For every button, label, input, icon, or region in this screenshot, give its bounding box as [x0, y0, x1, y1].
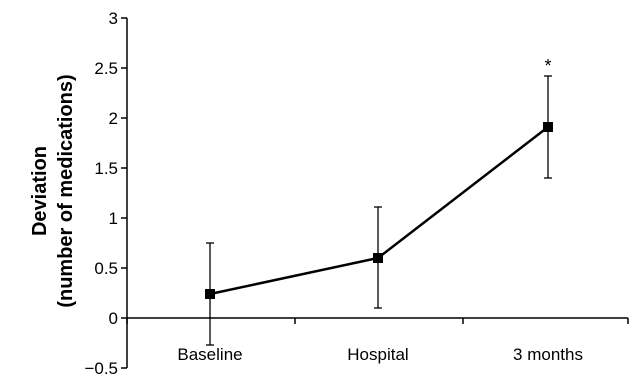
- y-tick-label: 1: [109, 209, 118, 228]
- y-tick-label: 3: [109, 9, 118, 28]
- series-line: [205, 122, 553, 299]
- y-tick-label: −0.5: [84, 359, 118, 375]
- annotations: *: [544, 56, 551, 76]
- y-tick-label: 0: [109, 309, 118, 328]
- axes: −0.5 0 0.5 1 1.5 2 2.5 3 Baseline Hospital 3 month…: [84, 9, 629, 375]
- y-axis-title-line-1: Deviation: [29, 146, 51, 236]
- x-tick-label: Baseline: [177, 345, 242, 364]
- series-line-path: [209, 126, 549, 296]
- x-tick-label: Hospital: [347, 345, 408, 364]
- y-tick-label: 1.5: [94, 159, 118, 178]
- y-axis-title: Deviation (number of medications): [29, 74, 77, 307]
- error-bars: [206, 75, 552, 346]
- y-axis-title-line-2: (number of medications): [55, 74, 77, 307]
- y-tick-label: 2: [109, 109, 118, 128]
- y-tick-label: 2.5: [94, 59, 118, 78]
- data-point-marker: [543, 122, 553, 132]
- y-tick-label: 0.5: [94, 259, 118, 278]
- significance-asterisk: *: [544, 56, 551, 76]
- data-point-marker: [373, 253, 383, 263]
- data-point-marker: [205, 289, 215, 299]
- x-tick-label: 3 months: [513, 345, 583, 364]
